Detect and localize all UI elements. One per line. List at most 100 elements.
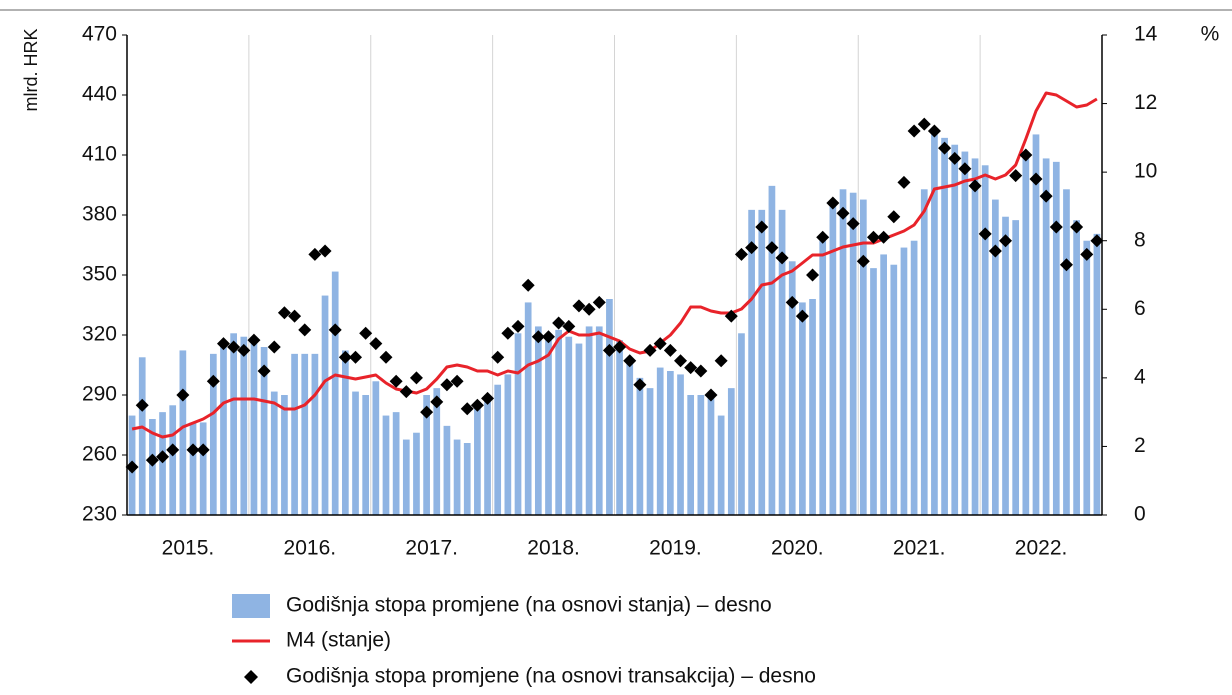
diamond-marker: [277, 306, 291, 320]
diamond-marker: [257, 364, 271, 378]
bar: [484, 395, 491, 515]
bar: [352, 391, 359, 515]
bar: [433, 388, 441, 515]
y-tick-label: 230: [82, 503, 117, 526]
diamond-marker: [968, 179, 982, 193]
y-axis-label: mlrd. HRK: [21, 28, 41, 111]
bar: [494, 384, 502, 515]
diamond-marker: [755, 220, 769, 234]
diamond-marker: [216, 337, 230, 351]
bar: [291, 353, 298, 515]
diamond-marker: [389, 374, 403, 388]
bar: [717, 415, 725, 515]
diamond-marker: [765, 241, 779, 255]
y-tick-label: 470: [82, 23, 117, 46]
x-tick-label: 2016.: [284, 537, 337, 560]
diamond-marker: [420, 405, 434, 419]
diamond-marker: [674, 354, 688, 368]
bar: [585, 326, 593, 515]
bar: [149, 419, 156, 515]
bar: [565, 336, 573, 515]
bar: [524, 302, 532, 515]
diamond-marker: [1019, 148, 1033, 162]
bar: [636, 377, 644, 515]
diamond-marker: [999, 234, 1013, 248]
bar: [199, 422, 207, 515]
bar: [788, 261, 796, 515]
bar: [169, 405, 177, 515]
diamond-marker: [897, 175, 911, 189]
y-tick-label: 410: [82, 143, 117, 166]
diamond-marker: [938, 141, 952, 155]
diamond-marker: [856, 254, 870, 268]
x-tick-label: 2021.: [893, 537, 946, 560]
diamond-marker: [369, 337, 383, 351]
diamond-marker: [917, 117, 931, 131]
bar: [474, 401, 481, 515]
bar: [697, 395, 705, 515]
bar: [1052, 161, 1060, 515]
bar: [1022, 155, 1030, 515]
bar: [931, 134, 938, 515]
diamond-marker: [602, 343, 616, 357]
diamond-marker: [349, 350, 363, 364]
bar: [849, 192, 857, 515]
bar: [961, 151, 969, 516]
bar: [362, 395, 370, 515]
bar: [443, 425, 451, 515]
diamond-marker: [1080, 247, 1094, 261]
bar: [342, 350, 349, 515]
bar: [1083, 240, 1091, 515]
bar: [1093, 233, 1101, 515]
legend-swatch: [244, 670, 258, 684]
y2-tick-label: 12: [1134, 91, 1157, 114]
diamond-marker: [1039, 189, 1053, 203]
bar: [402, 439, 410, 515]
y-tick-label: 380: [82, 203, 117, 226]
diamond-marker: [176, 388, 190, 402]
bar: [382, 415, 390, 515]
bar: [209, 353, 217, 515]
x-tick-label: 2019.: [649, 537, 702, 560]
diamond-marker: [1009, 169, 1023, 183]
bar: [138, 357, 146, 515]
bar: [1073, 220, 1080, 515]
diamond-marker: [907, 124, 921, 138]
bar: [595, 326, 603, 515]
diamond-marker: [145, 453, 159, 467]
bar: [220, 343, 227, 515]
x-tick-label: 2020.: [771, 537, 824, 560]
legend-label: Godišnja stopa promjene (na osnovi trans…: [286, 665, 816, 688]
diamond-marker: [1070, 220, 1084, 234]
bar: [819, 240, 827, 515]
diamond-marker: [846, 217, 860, 231]
y2-tick-label: 10: [1134, 160, 1157, 183]
x-tick-label: 2018.: [527, 537, 580, 560]
diamond-marker: [633, 378, 647, 392]
diamond-marker: [714, 354, 728, 368]
legend-swatch: [232, 594, 270, 618]
bar: [1032, 134, 1040, 515]
diamond-marker: [552, 316, 566, 330]
y-tick-label: 260: [82, 443, 117, 466]
diamond-marker: [978, 227, 992, 241]
bar: [981, 165, 989, 516]
bar: [941, 137, 948, 515]
diamond-marker: [562, 319, 576, 333]
diamond-marker: [186, 443, 200, 457]
bar: [727, 388, 735, 515]
diamond-marker: [694, 364, 708, 378]
diamond-marker: [460, 402, 474, 416]
diamond-marker: [866, 230, 880, 244]
diamond-marker: [531, 330, 545, 344]
diamond-marker: [196, 443, 210, 457]
bar: [667, 371, 674, 515]
diamond-marker: [1059, 258, 1073, 272]
bar: [880, 254, 887, 515]
diamond-marker: [298, 323, 312, 337]
diamond-marker: [166, 443, 180, 457]
bar: [555, 329, 562, 515]
diamond-marker: [826, 196, 840, 210]
bar: [311, 353, 319, 515]
diamond-marker: [877, 230, 891, 244]
